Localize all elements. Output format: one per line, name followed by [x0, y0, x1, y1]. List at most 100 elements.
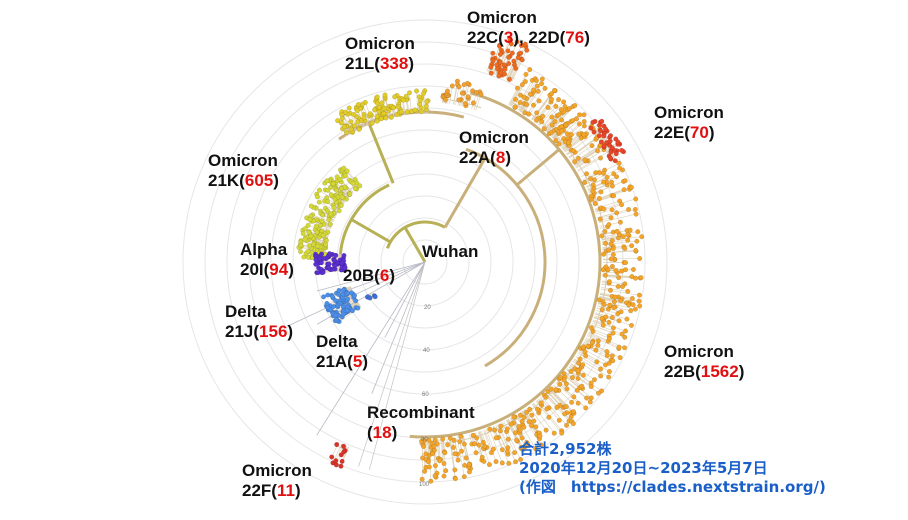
tip-node: [601, 252, 606, 257]
tip-node: [301, 231, 306, 236]
tip-node: [637, 293, 642, 298]
tip-node: [442, 461, 447, 466]
tip-node: [334, 463, 339, 468]
tip-node: [542, 126, 547, 131]
tip-node: [545, 407, 550, 412]
tip-node: [596, 339, 601, 344]
tree-branch-radial: [369, 123, 393, 183]
tip-node: [353, 299, 358, 304]
tip-node: [318, 256, 323, 261]
tip-node: [522, 415, 527, 420]
tip-node: [524, 72, 529, 77]
tip-node: [543, 86, 548, 91]
tip-node: [340, 116, 345, 121]
tip-node: [414, 89, 419, 94]
tip-node: [318, 223, 323, 228]
tip-node: [498, 52, 503, 57]
tip-node: [576, 401, 581, 406]
clade-code: 21J(156): [225, 322, 293, 342]
tip-node: [306, 255, 311, 260]
tip-node: [592, 178, 597, 183]
tree-branch-radial: [509, 44, 526, 80]
tip-node: [437, 458, 442, 463]
tip-node: [582, 124, 587, 129]
tip-node: [321, 233, 326, 238]
tip-node: [522, 95, 527, 100]
tip-node: [576, 368, 581, 373]
tip-node: [559, 107, 564, 112]
tip-node: [342, 253, 347, 258]
tip-node: [332, 205, 337, 210]
tip-node: [603, 229, 608, 234]
tip-node: [590, 340, 595, 345]
tip-node: [544, 428, 549, 433]
tip-node: [460, 91, 465, 96]
tip-node: [628, 309, 633, 314]
tip-node: [613, 295, 618, 300]
clade-label-omicron-22c-22d: Omicron 22C(3), 22D(76): [467, 8, 590, 48]
clade-code: (18): [367, 423, 475, 443]
tip-node: [362, 115, 367, 120]
tip-node: [510, 51, 515, 56]
tip-node: [599, 190, 604, 195]
tip-node: [614, 137, 619, 142]
tip-node: [623, 178, 628, 183]
tip-node: [491, 447, 496, 452]
tip-node: [489, 65, 494, 70]
tip-node: [443, 468, 448, 473]
clade-code: 22C(3), 22D(76): [467, 28, 590, 48]
tip-node: [590, 143, 595, 148]
tip-node: [381, 111, 386, 116]
clade-label-delta-21a: Delta 21A(5): [316, 332, 368, 372]
tip-node: [338, 177, 343, 182]
tip-node: [462, 474, 467, 479]
root-label-wuhan: Wuhan: [422, 242, 478, 262]
tip-node: [506, 437, 511, 442]
tip-node: [609, 257, 614, 262]
tip-node: [610, 184, 615, 189]
tip-node: [492, 428, 497, 433]
tip-node: [622, 345, 627, 350]
tip-node: [557, 418, 562, 423]
tip-node: [549, 97, 554, 102]
tip-node: [513, 97, 518, 102]
tip-node: [580, 362, 585, 367]
tip-node: [558, 382, 563, 387]
tip-node: [497, 74, 502, 79]
tip-node: [598, 374, 603, 379]
tip-node: [341, 166, 346, 171]
tick-label: 40: [423, 348, 430, 354]
clade-code: 22A(8): [459, 148, 529, 168]
clade-name: Omicron: [208, 151, 279, 171]
clade-code: 21A(5): [316, 352, 368, 372]
tip-node: [577, 122, 582, 127]
tip-node: [298, 249, 303, 254]
tip-node: [328, 222, 333, 227]
tip-node: [553, 119, 558, 124]
tip-node: [345, 291, 350, 296]
tip-node: [598, 217, 603, 222]
tip-node: [344, 130, 349, 135]
tip-node: [467, 462, 472, 467]
tip-node: [375, 101, 380, 106]
tip-node: [512, 450, 517, 455]
tip-node: [583, 354, 588, 359]
tip-node: [570, 375, 575, 380]
tip-node: [621, 234, 626, 239]
tip-node: [609, 242, 614, 247]
tip-node: [503, 67, 508, 72]
tip-node: [333, 253, 338, 258]
tip-node: [321, 270, 326, 275]
tip-node: [601, 180, 606, 185]
tip-node: [339, 203, 344, 208]
tip-node: [602, 207, 607, 212]
tip-node: [620, 284, 625, 289]
tip-node: [614, 174, 619, 179]
tip-node: [456, 458, 461, 463]
tip-node: [534, 118, 539, 123]
tip-node: [457, 84, 462, 89]
tip-node: [603, 241, 608, 246]
tip-node: [555, 405, 560, 410]
tip-node: [370, 121, 375, 126]
tip-node: [604, 315, 609, 320]
